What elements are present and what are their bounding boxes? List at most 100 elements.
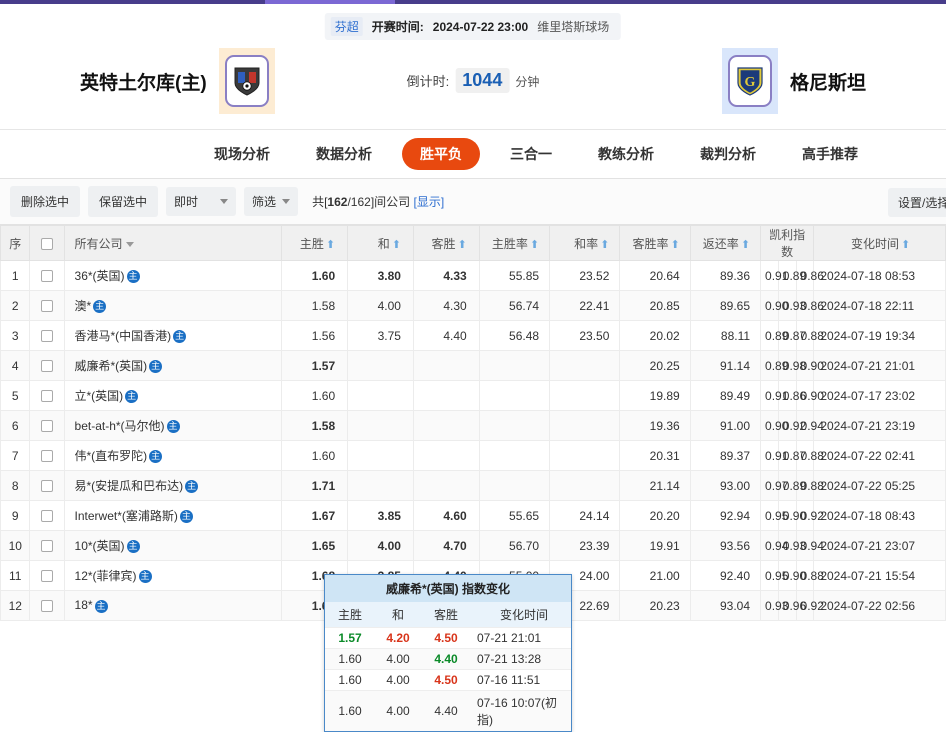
top-purple-strip bbox=[0, 0, 946, 4]
th-draw[interactable]: 和 ⬆ bbox=[347, 225, 414, 261]
return-rate: 93.04 bbox=[689, 590, 762, 621]
select-all-checkbox[interactable] bbox=[41, 237, 53, 250]
company-cell[interactable]: 18* 主 bbox=[63, 590, 283, 621]
table-row[interactable]: 1 36*(英国) 主 1.60 3.80 4.33 55.85 23.52 20.64 89.3… bbox=[0, 260, 946, 291]
company-cell[interactable]: 威廉希*(英国) 主 bbox=[63, 350, 283, 381]
table-row[interactable]: 6 bet-at-h*(马尔他) 主 1.58 19.36 91.00 0.90 0.92 0.… bbox=[0, 410, 946, 441]
keep-selected-button[interactable]: 保留选中 bbox=[88, 186, 159, 217]
row-checkbox[interactable] bbox=[41, 510, 53, 523]
tab-label: 裁判分析 bbox=[700, 146, 756, 162]
th-change-time[interactable]: 变化时间 ⬆ bbox=[813, 225, 946, 261]
change-time: 2024-07-22 02:41 bbox=[813, 440, 946, 471]
delete-selected-button[interactable]: 删除选中 bbox=[10, 186, 81, 217]
table-row[interactable]: 8 易*(安提瓜和巴布达) 主 1.71 21.14 93.00 0.97 0.89 0.88 2… bbox=[0, 470, 946, 501]
company-cell[interactable]: 立*(英国) 主 bbox=[63, 380, 283, 411]
th-away-win-label: 客胜 bbox=[431, 236, 456, 251]
tooltip-change-time: 07-16 10:07(初指) bbox=[471, 690, 571, 731]
row-checkbox[interactable] bbox=[41, 570, 53, 583]
th-index[interactable]: 序 bbox=[0, 225, 31, 261]
row-checkbox[interactable] bbox=[41, 600, 53, 613]
chevron-down-icon bbox=[282, 199, 291, 204]
row-checkbox[interactable] bbox=[41, 330, 53, 343]
company-cell[interactable]: 澳* 主 bbox=[63, 290, 283, 321]
kelly-home: 0.89 bbox=[760, 350, 788, 381]
league-tag[interactable]: 芬超 bbox=[330, 17, 363, 36]
sort-up-icon: ⬆ bbox=[325, 238, 336, 251]
away-win-rate: 21.00 bbox=[619, 560, 691, 591]
row-checkbox-cell bbox=[29, 500, 65, 531]
settings-select-button[interactable]: 设置/选择 bbox=[888, 188, 946, 217]
tab-3[interactable]: 三合一 bbox=[494, 138, 568, 170]
count-current: 162 bbox=[327, 195, 348, 209]
match-header: 芬超 开赛时间: 2024-07-22 23:00 维里塔斯球场 英特土尔库(主… bbox=[0, 4, 946, 130]
filter-select[interactable]: 筛选 bbox=[244, 187, 299, 216]
sort-up-icon: ⬆ bbox=[670, 238, 680, 251]
th-home-rate[interactable]: 主胜率 ⬆ bbox=[478, 225, 551, 261]
company-cell[interactable]: 伟*(直布罗陀) 主 bbox=[63, 440, 283, 471]
company-cell[interactable]: 易*(安提瓜和巴布达) 主 bbox=[63, 470, 283, 501]
tab-1[interactable]: 数据分析 bbox=[300, 138, 388, 170]
draw-odds: 3.80 bbox=[347, 260, 414, 291]
th-home-win[interactable]: 主胜 ⬆ bbox=[281, 225, 349, 261]
tab-2[interactable]: 胜平负 bbox=[402, 138, 480, 170]
company-cell[interactable]: bet-at-h*(马尔他) 主 bbox=[63, 410, 283, 441]
top-strip-highlight bbox=[265, 0, 395, 4]
tab-label: 数据分析 bbox=[316, 146, 372, 162]
away-win-rate: 20.25 bbox=[619, 350, 691, 381]
tab-0[interactable]: 现场分析 bbox=[198, 138, 286, 170]
analysis-tab-bar: 现场分析 数据分析 胜平负 三合一 教练分析 裁判分析 高手推荐 bbox=[0, 130, 946, 179]
th-company[interactable]: 所有公司 bbox=[63, 225, 283, 261]
th-draw-rate[interactable]: 和率 ⬆ bbox=[549, 225, 621, 261]
home-win-rate bbox=[478, 410, 551, 441]
table-row[interactable]: 2 澳* 主 1.58 4.00 4.30 56.74 22.41 20.85 89.65 0.90… bbox=[0, 290, 946, 321]
company-cell[interactable]: 10*(英国) 主 bbox=[63, 530, 283, 561]
table-row[interactable]: 7 伟*(直布罗陀) 主 1.60 20.31 89.37 0.91 0.87 0.88 2024… bbox=[0, 440, 946, 471]
draw-rate: 23.39 bbox=[549, 530, 621, 561]
away-win-odds: 4.70 bbox=[412, 530, 480, 561]
away-team-block[interactable]: G 格尼斯坦 bbox=[721, 48, 866, 114]
row-checkbox-cell bbox=[29, 530, 65, 561]
tooltip-header-row: 主胜 和 客胜 变化时间 bbox=[325, 602, 571, 628]
draw-rate: 24.14 bbox=[549, 500, 621, 531]
mode-select[interactable]: 即时 bbox=[166, 187, 237, 216]
away-win-odds bbox=[412, 410, 480, 441]
row-checkbox[interactable] bbox=[41, 450, 53, 463]
tooltip-th-change-time: 变化时间 bbox=[471, 602, 571, 628]
table-row[interactable]: 3 香港马*(中国香港) 主 1.56 3.75 4.40 56.48 23.50 20.02 8… bbox=[0, 320, 946, 351]
row-checkbox[interactable] bbox=[41, 540, 53, 553]
home-team-block[interactable]: 英特土尔库(主) bbox=[80, 48, 275, 114]
company-cell[interactable]: Interwet*(塞浦路斯) 主 bbox=[63, 500, 283, 531]
away-win-odds: 4.60 bbox=[412, 500, 480, 531]
row-checkbox[interactable] bbox=[41, 480, 53, 493]
tab-5[interactable]: 裁判分析 bbox=[684, 138, 772, 170]
home-win-odds: 1.56 bbox=[281, 320, 349, 351]
row-checkbox-cell bbox=[29, 560, 65, 591]
company-cell[interactable]: 香港马*(中国香港) 主 bbox=[63, 320, 283, 351]
home-indicator-icon: 主 bbox=[125, 390, 139, 404]
tab-6[interactable]: 高手推荐 bbox=[786, 138, 874, 170]
table-row[interactable]: 5 立*(英国) 主 1.60 19.89 89.49 0.91 0.86 0.90 2024-0… bbox=[0, 380, 946, 411]
table-row[interactable]: 9 Interwet*(塞浦路斯) 主 1.67 3.85 4.60 55.65 24.14 2… bbox=[0, 500, 946, 531]
away-win-rate: 19.89 bbox=[619, 380, 691, 411]
tab-label: 胜平负 bbox=[420, 146, 462, 162]
company-cell[interactable]: 12*(菲律宾) 主 bbox=[63, 560, 283, 591]
th-away-win[interactable]: 客胜 ⬆ bbox=[412, 225, 480, 261]
company-cell[interactable]: 36*(英国) 主 bbox=[63, 260, 283, 291]
th-return-rate[interactable]: 返还率 ⬆ bbox=[689, 225, 762, 261]
countdown-block: 倒计时: 1044 分钟 bbox=[407, 68, 539, 93]
th-away-rate[interactable]: 客胜率 ⬆ bbox=[619, 225, 691, 261]
th-draw-rate-label: 和率 bbox=[574, 236, 599, 251]
tooltip-home-win: 1.60 bbox=[325, 690, 375, 731]
row-checkbox[interactable] bbox=[41, 270, 53, 283]
row-checkbox[interactable] bbox=[41, 300, 53, 313]
tab-4[interactable]: 教练分析 bbox=[582, 138, 670, 170]
show-link[interactable]: [显示] bbox=[413, 195, 445, 209]
table-row[interactable]: 4 威廉希*(英国) 主 1.57 20.25 91.14 0.89 0.98 0.90 2024… bbox=[0, 350, 946, 381]
th-home-rate-label: 主胜率 bbox=[491, 236, 528, 251]
table-row[interactable]: 10 10*(英国) 主 1.65 4.00 4.70 56.70 23.39 19.91 93.… bbox=[0, 530, 946, 561]
kelly-home: 0.93 bbox=[760, 590, 788, 621]
row-index: 1 bbox=[0, 260, 31, 291]
row-checkbox[interactable] bbox=[41, 390, 53, 403]
row-checkbox[interactable] bbox=[41, 360, 53, 373]
row-checkbox[interactable] bbox=[41, 420, 53, 433]
